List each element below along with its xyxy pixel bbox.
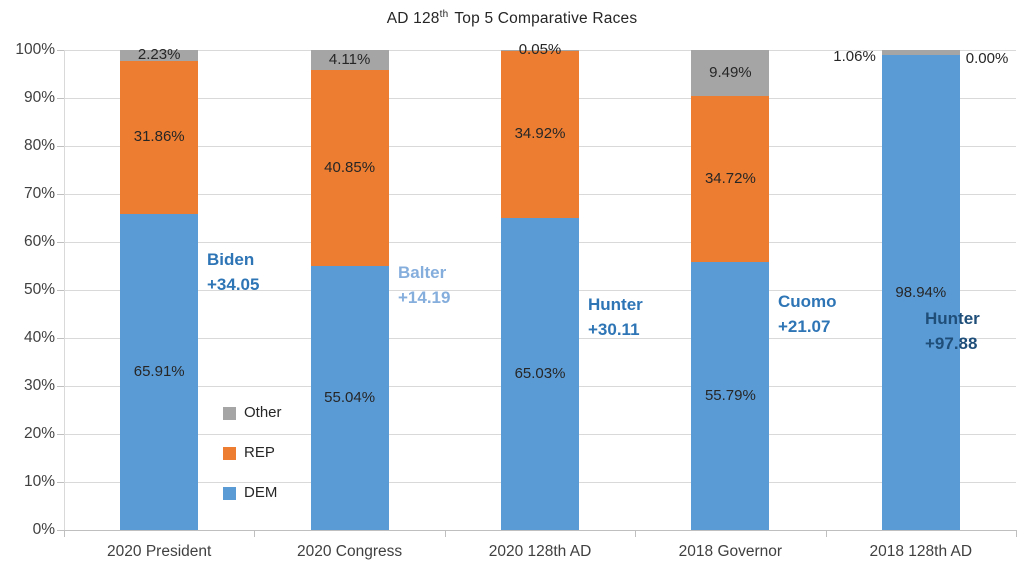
y-axis-label: 30% — [23, 377, 55, 394]
data-label-other: 9.49% — [709, 63, 752, 81]
y-axis-tick — [57, 290, 64, 291]
y-axis-tick — [57, 530, 64, 531]
x-axis-tick — [254, 530, 256, 537]
bar-segment-dem — [120, 213, 199, 530]
data-label-dem: 65.03% — [514, 364, 566, 382]
bar-segment-rep — [501, 50, 579, 218]
data-label-rep: 40.85% — [324, 158, 376, 176]
annotation-margin-value: +97.88 — [925, 334, 978, 353]
data-label-rep: 0.00% — [965, 50, 1009, 68]
annotation-margin-value: +21.07 — [778, 317, 831, 336]
legend-label: DEM — [244, 484, 278, 501]
annotation-balter: Balter +14.19 — [398, 260, 450, 310]
x-axis-label: 2020 Congress — [297, 543, 403, 560]
legend-item-rep: REP — [223, 444, 282, 461]
y-axis-label: 0% — [32, 521, 55, 538]
data-label-other: 0.05% — [518, 41, 562, 59]
annotation-candidate-name: Biden — [207, 250, 255, 269]
legend-swatch-icon — [223, 486, 236, 500]
y-axis-label: 100% — [15, 41, 55, 58]
y-axis-label: 40% — [23, 329, 55, 346]
annotation-candidate-name: Balter — [398, 263, 447, 282]
data-label-dem: 65.91% — [133, 362, 185, 380]
y-axis-tick — [57, 386, 64, 387]
chart-title: AD 128th Top 5 Comparative Races — [0, 9, 1024, 28]
x-axis-tick — [64, 530, 65, 537]
x-axis-tick — [444, 530, 446, 537]
y-axis-line — [64, 50, 65, 530]
bar-segment-other — [120, 50, 199, 61]
x-axis-line — [57, 530, 1016, 531]
bar-segment-other — [691, 50, 770, 96]
y-axis-tick — [57, 242, 64, 243]
y-axis-tick — [57, 146, 64, 147]
legend: Other REP DEM — [223, 404, 282, 526]
data-label-dem: 55.04% — [324, 388, 376, 406]
data-label-other: 1.06% — [833, 47, 876, 65]
y-axis-tick — [57, 338, 64, 339]
bar-segment-dem — [310, 265, 389, 530]
bar-segment-rep — [691, 95, 770, 263]
legend-swatch-icon — [223, 406, 236, 420]
annotation-cuomo: Cuomo +21.07 — [778, 289, 837, 339]
x-axis-tick — [1016, 530, 1017, 537]
annotation-hunter: Hunter +97.88 — [925, 306, 980, 356]
legend-item-other: Other — [223, 404, 282, 421]
annotation-candidate-name: Cuomo — [778, 292, 837, 311]
y-axis-tick — [57, 98, 64, 99]
data-label-rep: 31.86% — [133, 128, 185, 146]
bar-segment-other — [881, 50, 960, 56]
annotation-margin-value: +34.05 — [207, 275, 260, 294]
bar-segment-rep — [310, 69, 389, 266]
data-label-dem: 55.79% — [704, 387, 756, 405]
bar-segment-other — [310, 50, 389, 70]
y-axis-tick — [57, 434, 64, 435]
y-axis-tick — [57, 482, 64, 483]
data-label-rep: 34.72% — [704, 169, 756, 187]
bar-segment-rep — [120, 60, 199, 214]
data-label-rep: 34.92% — [514, 125, 566, 143]
chart-title-rest: Top 5 Comparative Races — [454, 10, 638, 28]
x-axis-tick — [825, 530, 827, 537]
y-axis-label: 70% — [23, 185, 55, 202]
x-axis-label: 2020 President — [107, 543, 212, 560]
y-axis-label: 60% — [23, 233, 55, 250]
legend-swatch-icon — [223, 446, 236, 460]
legend-label: Other — [244, 404, 282, 421]
data-label-dem: 98.94% — [895, 283, 947, 301]
annotation-biden: Biden +34.05 — [207, 247, 259, 297]
annotation-margin-value: +14.19 — [398, 288, 451, 307]
y-axis-tick — [57, 50, 64, 51]
y-axis-label: 10% — [23, 473, 55, 490]
x-axis-label: 2018 Governor — [678, 543, 783, 560]
y-axis-label: 80% — [23, 137, 55, 154]
y-axis-label: 20% — [23, 425, 55, 442]
annotation-hunter: Hunter +30.11 — [588, 292, 643, 342]
x-axis-tick — [635, 530, 637, 537]
data-label-other: 4.11% — [328, 50, 371, 68]
legend-item-dem: DEM — [223, 484, 282, 501]
x-axis-label: 2018 128th AD — [869, 543, 973, 560]
bar-segment-dem — [881, 55, 960, 530]
data-label-other: 2.23% — [137, 46, 181, 64]
chart-title-prefix: AD 128 — [386, 10, 440, 28]
x-axis-label: 2020 128th AD — [488, 543, 592, 560]
bar-segment-dem — [501, 217, 579, 530]
bar-segment-dem — [691, 262, 770, 530]
y-axis-tick — [57, 194, 64, 195]
annotation-candidate-name: Hunter — [588, 295, 643, 314]
annotation-candidate-name: Hunter — [925, 309, 980, 328]
annotation-margin-value: +30.11 — [588, 320, 640, 339]
legend-label: REP — [244, 444, 275, 461]
chart-title-superscript: th — [439, 9, 449, 20]
y-axis-label: 50% — [23, 281, 55, 298]
y-axis-label: 90% — [23, 89, 55, 106]
